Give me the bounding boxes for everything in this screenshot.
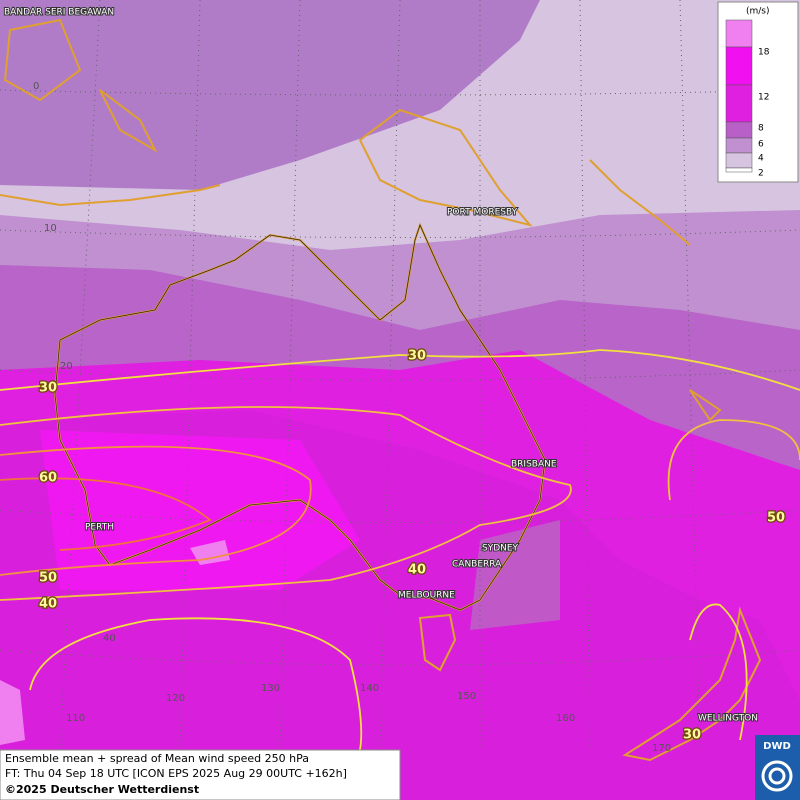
lon-label: 110	[66, 713, 85, 724]
field-max	[190, 540, 230, 565]
legend-swatch	[725, 167, 753, 173]
legend-unit: (m/s)	[746, 7, 770, 17]
contours	[0, 349, 800, 751]
city-label: PORT MORESBY	[447, 208, 518, 218]
city-label: SYDNEY	[482, 544, 519, 554]
lon-label: 120	[166, 693, 185, 704]
legend-level: 2	[758, 169, 764, 179]
legend-swatch	[725, 19, 753, 48]
city-label: MELBOURNE	[398, 591, 455, 601]
lon-label: 150	[457, 691, 476, 702]
legend-swatch	[725, 137, 753, 154]
city-label: BANDAR SERI BEGAWAN	[4, 8, 114, 18]
lat-label: 40	[103, 633, 116, 644]
legend-level: 8	[758, 124, 764, 134]
contour-label: 50	[39, 571, 57, 586]
legend-swatch	[725, 46, 753, 86]
lat-label: 10	[44, 223, 57, 234]
contour-label: 60	[39, 471, 57, 486]
city-label: CANBERRA	[452, 560, 502, 570]
legend-level: 6	[758, 140, 764, 150]
footer-line: FT: Thu 04 Sep 18 UTC [ICON EPS 2025 Aug…	[5, 767, 347, 780]
field-bright	[40, 430, 360, 590]
contour-label: 40	[39, 597, 57, 612]
city-label: PERTH	[85, 523, 114, 533]
footer-line: ©2025 Deutscher Wetterdienst	[5, 783, 199, 796]
contour-label: 30	[683, 728, 701, 743]
field-dark	[470, 520, 560, 630]
coastline	[0, 18, 762, 762]
contour-label: 40	[408, 563, 426, 578]
legend-level: 18	[758, 48, 770, 58]
lon-label: 130	[261, 683, 280, 694]
lat-label: 20	[60, 361, 73, 372]
city-label: BRISBANE	[511, 460, 557, 470]
contour-label: 30	[39, 381, 57, 396]
legend: (m/s) 18 12 8 6 4 2	[717, 1, 799, 183]
graticule	[0, 0, 800, 751]
logo-text: DWD	[763, 741, 791, 752]
legend-level: 4	[758, 154, 764, 164]
lon-label: 140	[360, 683, 379, 694]
legend-swatch	[725, 152, 753, 169]
footer-box	[0, 749, 401, 800]
legend-swatch	[725, 84, 753, 123]
field-max	[0, 680, 25, 745]
field-mid	[0, 0, 540, 190]
contour-label: 50	[767, 511, 785, 526]
logo-icon	[761, 760, 793, 792]
footer-line: Ensemble mean + spread of Mean wind spee…	[5, 752, 309, 765]
lon-label: 170	[652, 743, 671, 754]
lon-label: 160	[556, 713, 575, 724]
city-label: WELLINGTON	[698, 714, 758, 724]
legend-swatch	[725, 121, 753, 139]
contour-label: 30	[408, 349, 426, 364]
lat-label: 0	[33, 81, 39, 92]
legend-level: 12	[758, 93, 769, 103]
